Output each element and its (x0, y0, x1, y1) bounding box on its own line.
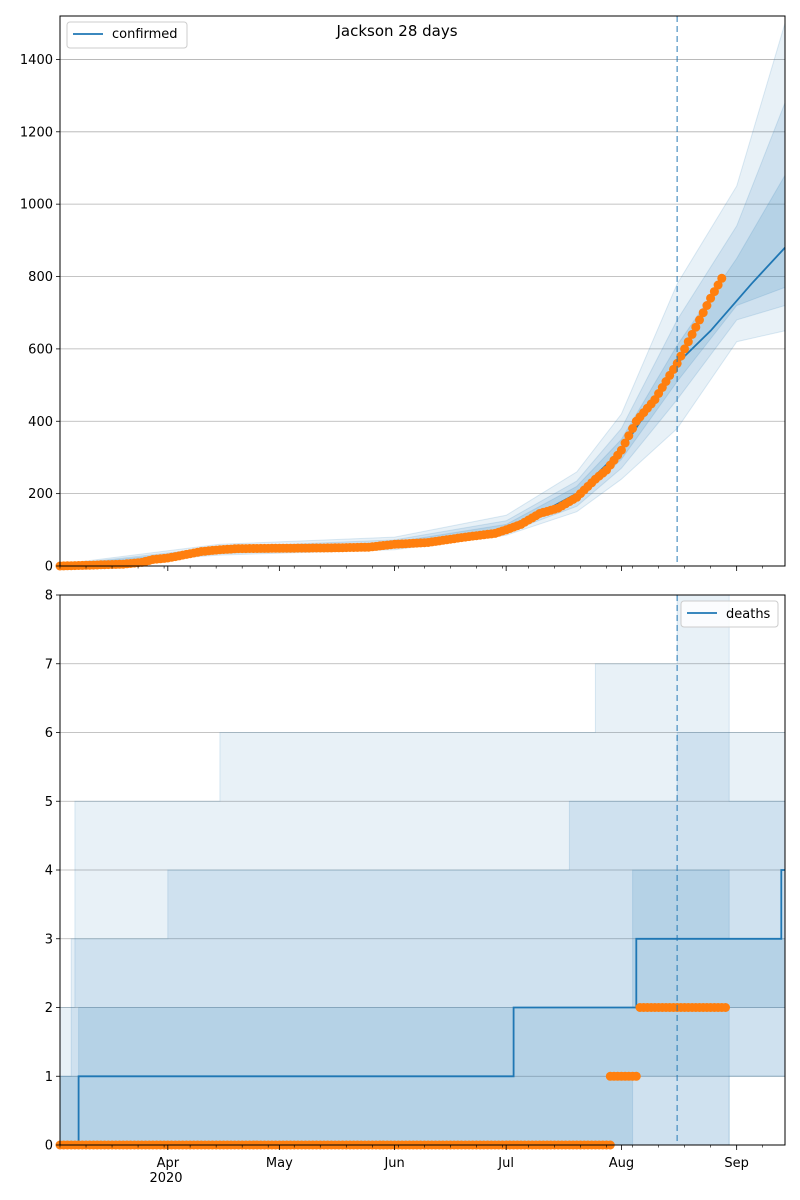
observed-point (717, 273, 727, 283)
observed-point (620, 438, 630, 448)
y-tick-label: 200 (28, 487, 53, 502)
y-tick-label: 5 (45, 795, 53, 810)
deaths-legend-label: deaths (726, 607, 771, 622)
observed-point (676, 351, 686, 361)
deaths-legend-box (680, 600, 779, 628)
confirmed-x-axis (59, 566, 763, 571)
x-year-label: 2020 (149, 1171, 182, 1186)
y-tick-label: 600 (28, 342, 53, 357)
deaths-line-group (60, 869, 785, 1146)
observed-point (709, 287, 719, 297)
y-tick-label: 3 (45, 932, 53, 947)
y-tick-label: 400 (28, 415, 53, 430)
observed-point (698, 308, 708, 318)
observed-point (624, 431, 634, 441)
y-tick-label: 1400 (20, 53, 53, 68)
chart-title: Jackson 28 days (335, 22, 457, 40)
x-tick-label: Jun (383, 1156, 404, 1171)
deaths-x-axis: Apr May Jun Jul Aug Sep (59, 1145, 763, 1171)
observed-point (628, 424, 638, 433)
y-tick-label: 1200 (20, 125, 53, 140)
deaths-y-axis: 0 1 2 3 4 5 6 7 8 (45, 589, 60, 1154)
y-tick-label: 4 (45, 864, 53, 879)
observed-point (721, 1003, 730, 1012)
x-tick-label: Aug (609, 1156, 634, 1171)
confirmed-panel: 0 200 400 600 800 1000 1200 1400 Jackson 28 day… (20, 15, 786, 575)
y-tick-label: 7 (45, 657, 53, 672)
confirmed-points (55, 273, 727, 571)
observed-point (695, 315, 704, 325)
observed-point (691, 322, 701, 332)
confirmed-legend: confirmed (66, 21, 188, 49)
confirmed-y-axis: 0 200 400 600 800 1000 1200 1400 (20, 53, 60, 575)
observed-point (706, 293, 716, 303)
y-tick-label: 0 (45, 1139, 53, 1154)
observed-point (683, 337, 693, 347)
y-tick-label: 800 (28, 270, 53, 285)
y-tick-label: 8 (45, 589, 53, 604)
observed-point (672, 358, 682, 368)
x-tick-label: May (266, 1156, 293, 1171)
confirmed-legend-box (66, 21, 188, 49)
deaths-legend: deaths (680, 600, 779, 628)
observed-point (713, 280, 723, 290)
observed-point (702, 301, 712, 310)
deaths-panel: 0 1 2 3 4 5 6 7 8 Apr May Jun Jul Aug Sep 2020 deaths (45, 589, 786, 1186)
observed-point (687, 329, 697, 339)
confirmed-axes-frame (59, 15, 786, 567)
y-tick-label: 1000 (20, 198, 53, 213)
observed-point (616, 445, 626, 455)
confirmed-legend-label: confirmed (112, 27, 178, 42)
y-tick-label: 1 (45, 1070, 53, 1085)
observed-point (631, 1071, 641, 1081)
confirmed-grid (60, 59, 785, 495)
y-tick-label: 0 (45, 560, 53, 575)
x-tick-label: Apr (157, 1156, 180, 1171)
x-tick-label: Sep (724, 1156, 749, 1171)
model-line-deaths (60, 869, 785, 1146)
x-tick-label: Jul (497, 1156, 514, 1171)
y-tick-label: 6 (45, 726, 53, 741)
y-tick-label: 2 (45, 1001, 53, 1016)
observed-point (680, 344, 690, 354)
